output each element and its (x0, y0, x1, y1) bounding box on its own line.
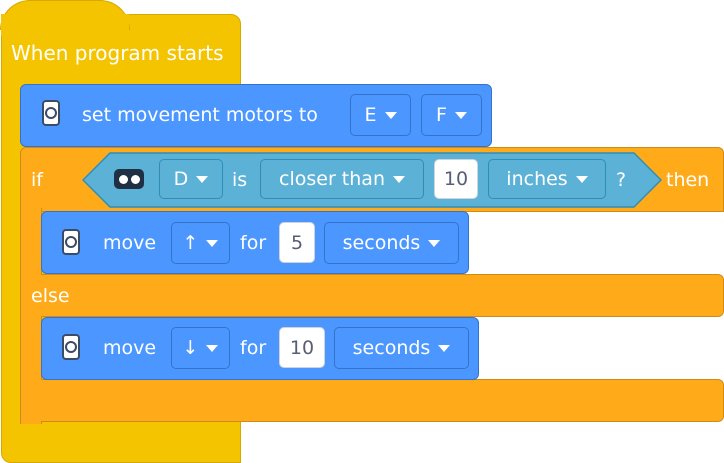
then-label: then (666, 169, 710, 191)
comparison-value: closer than (279, 168, 385, 190)
chevron-down-icon (206, 239, 219, 247)
else-label: else (31, 285, 70, 307)
duration-input[interactable]: 10 (279, 327, 325, 368)
duration-unit-value: seconds (342, 232, 421, 254)
distance-value-input[interactable]: 10 (434, 159, 478, 199)
duration-unit-value: seconds (352, 337, 431, 359)
motor-icon (62, 334, 80, 360)
move-label: move (103, 337, 157, 359)
direction-value: ↓ (182, 337, 199, 359)
chevron-down-icon (206, 344, 219, 352)
if-else-arm-fill (21, 208, 41, 422)
comparison-dropdown[interactable]: closer than (260, 159, 424, 199)
move-label: move (103, 232, 157, 254)
right-motor-dropdown[interactable]: F (421, 94, 482, 136)
right-motor-value: F (436, 104, 447, 126)
duration-input[interactable]: 5 (279, 222, 315, 263)
if-else-bottom (20, 379, 724, 422)
chevron-down-icon (384, 111, 397, 119)
for-label: for (240, 337, 267, 359)
event-block-label: When program starts (11, 41, 224, 65)
chevron-down-icon (392, 175, 405, 183)
direction-value: ↑ (182, 232, 199, 254)
if-label: if (31, 169, 43, 191)
else-bar (20, 274, 724, 317)
left-motor-dropdown[interactable]: E (350, 94, 411, 136)
duration-unit-dropdown[interactable]: seconds (334, 327, 469, 369)
for-label: for (240, 232, 267, 254)
sensor-port-value: D (173, 168, 189, 190)
unit-dropdown[interactable]: inches (488, 159, 606, 199)
direction-dropdown[interactable]: ↑ (171, 222, 230, 264)
chevron-down-icon (428, 239, 441, 247)
distance-sensor-icon (114, 169, 144, 189)
set-movement-motors-block[interactable] (20, 84, 492, 147)
set-motors-label: set movement motors to (82, 104, 318, 126)
chevron-down-icon (438, 344, 451, 352)
is-label: is (232, 169, 248, 191)
chevron-down-icon (196, 175, 209, 183)
duration-unit-dropdown[interactable]: seconds (324, 222, 459, 264)
motor-icon (62, 229, 80, 255)
chevron-down-icon (575, 175, 588, 183)
unit-value: inches (506, 168, 568, 190)
direction-dropdown[interactable]: ↓ (171, 327, 230, 369)
chevron-down-icon (454, 111, 467, 119)
event-block-cap-fill (1, 14, 129, 36)
left-motor-value: E (364, 104, 377, 126)
motor-icon (42, 100, 60, 126)
question-mark-label: ? (616, 169, 627, 191)
sensor-port-dropdown[interactable]: D (159, 159, 223, 199)
